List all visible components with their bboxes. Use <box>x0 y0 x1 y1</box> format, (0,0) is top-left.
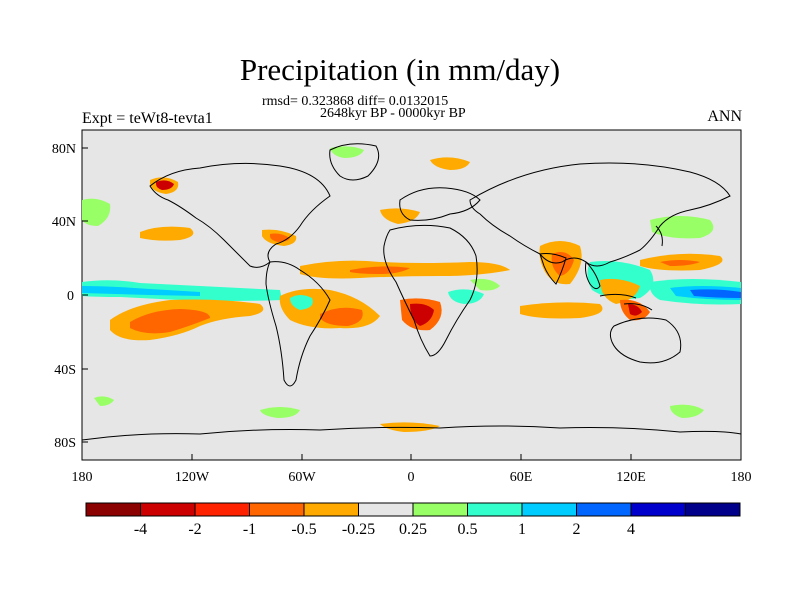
colorbar-label: 1 <box>518 521 526 538</box>
x-tick-180w: 180 <box>72 470 93 485</box>
colorbar-swatch <box>194 502 250 517</box>
y-tick-80s: 80S <box>54 436 76 451</box>
colorbar <box>85 502 741 517</box>
colorbar-swatch <box>685 502 741 517</box>
colorbar-swatch <box>467 502 523 517</box>
stats-line: rmsd= 0.323868 diff= 0.0132015 <box>262 94 449 109</box>
x-tick-120e: 120E <box>616 470 646 485</box>
colorbar-labels: -4 -2 -1 -0.5 -0.25 0.25 0.5 1 2 4 <box>134 521 635 538</box>
x-tick-labels: 180 120W 60W 0 60E 120E 180 <box>72 470 752 485</box>
x-tick-180e: 180 <box>731 470 752 485</box>
colorbar-swatch <box>303 502 359 517</box>
colorbar-label: -2 <box>188 521 201 538</box>
axis-ticks <box>81 147 742 460</box>
x-tick-120w: 120W <box>175 470 210 485</box>
period-line: 2648kyr BP - 0000kyr BP <box>320 106 466 121</box>
y-tick-40n: 40N <box>52 215 76 230</box>
anomaly-patches <box>82 146 741 432</box>
x-tick-60e: 60E <box>510 470 533 485</box>
x-tick-60w: 60W <box>288 470 316 485</box>
colorbar-label: 0.5 <box>458 521 478 538</box>
x-tick-0: 0 <box>408 470 415 485</box>
colorbar-swatch <box>576 502 632 517</box>
colorbar-label: 2 <box>573 521 581 538</box>
colorbar-swatch <box>630 502 686 517</box>
colorbar-label: -1 <box>243 521 256 538</box>
coastlines <box>81 143 742 441</box>
colorbar-swatch <box>412 502 468 517</box>
colorbar-swatch <box>140 502 196 517</box>
colorbar-swatch <box>358 502 414 517</box>
colorbar-label: 0.25 <box>399 521 427 538</box>
y-tick-40s: 40S <box>54 363 76 378</box>
colorbar-label: -4 <box>134 521 147 538</box>
experiment-label: Expt = teWt8-tevta1 <box>82 110 213 127</box>
colorbar-label: 4 <box>627 521 635 538</box>
colorbar-swatch <box>249 502 305 517</box>
colorbar-label: -0.25 <box>342 521 375 538</box>
y-tick-80n: 80N <box>52 142 76 157</box>
map-panel <box>81 129 742 461</box>
plot-title: Precipitation (in mm/day) <box>239 52 561 87</box>
colorbar-label: -0.5 <box>291 521 316 538</box>
colorbar-swatch <box>521 502 577 517</box>
colorbar-swatch <box>85 502 141 517</box>
y-tick-labels: 80N 40N 0 40S 80S <box>52 142 76 451</box>
season-label: ANN <box>707 108 742 125</box>
y-tick-0: 0 <box>67 289 74 304</box>
